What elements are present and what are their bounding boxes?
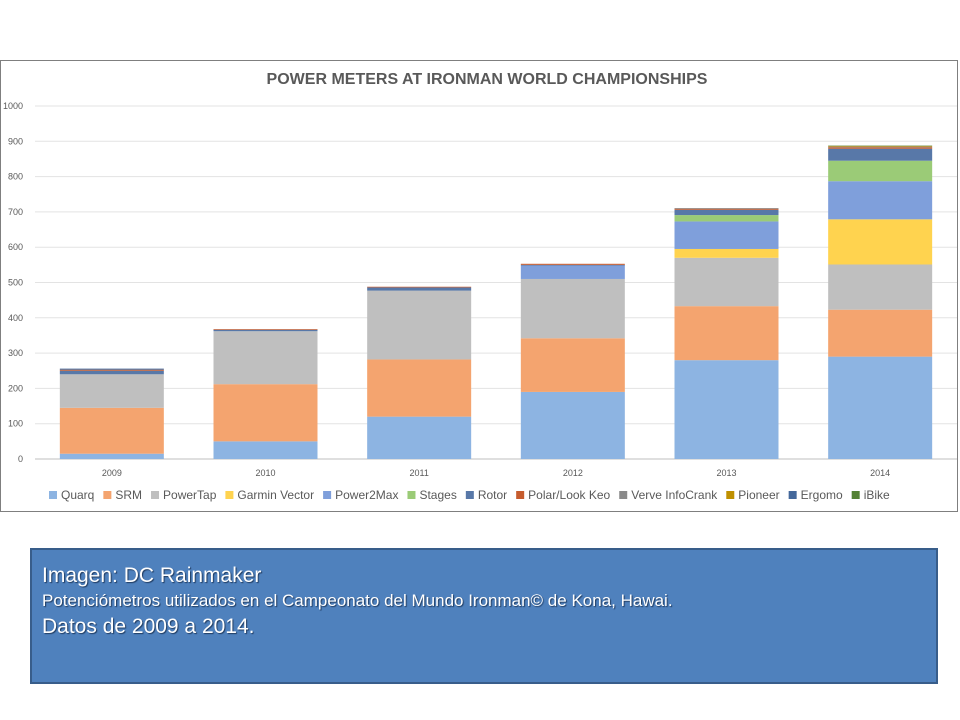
bar-segment-powertap [59,374,164,408]
legend: Quarq SRM PowerTap Garmin Vector Power2Max St… [49,488,890,502]
bar-segment-rotor [213,329,318,332]
bar-segment-power2max [674,221,779,249]
y-tick-label: 1000 [3,101,23,111]
bar-segment-powertap [213,331,318,385]
stacked-bar-chart: POWER METERS AT IRONMAN WORLD CHAMPIONSH… [3,71,957,502]
bar-segment-verve-infocrank [674,208,779,209]
legend-label: Ergomo [801,488,843,502]
caption-description: Potenciómetros utilizados en el Campeona… [42,591,673,610]
bar-segment-polar-look-keo [674,208,779,210]
legend-label: Verve InfoCrank [631,488,718,502]
legend-label: SRM [115,488,142,502]
x-tick-label: 2011 [409,468,428,478]
y-tick-label: 400 [8,313,23,323]
chart-title: POWER METERS AT IRONMAN WORLD CHAMPIONSH… [267,71,708,88]
legend-label: Power2Max [335,488,398,502]
bar-segment-srm [367,359,472,417]
legend-label: PowerTap [163,488,217,502]
y-tick-label: 800 [8,172,23,182]
bar-segment-quarq [828,356,933,459]
bar-segment-powertap [367,290,472,360]
y-tick-label: 200 [8,383,23,393]
bar-segment-srm [520,338,625,392]
legend-swatch [49,491,57,499]
bar-segment-powertap [520,278,625,339]
bar-segment-powertap [674,257,779,307]
legend-label: iBike [864,488,890,502]
legend-label: Rotor [478,488,507,502]
x-tick-label: 2009 [102,468,122,478]
legend-swatch [516,491,525,499]
legend-swatch [851,491,860,499]
bar-segment-stages [674,215,779,222]
bar-segment-srm [59,407,164,454]
x-tick-label: 2013 [716,468,736,478]
y-tick-label: 700 [8,207,23,217]
bar-segment-powertap [828,264,933,310]
bar-segment-rotor [59,370,164,375]
caption-box: Imagen: DC Rainmaker Potenciómetros util… [30,548,938,684]
x-tick-label: 2012 [563,468,583,478]
bar-segment-quarq [674,360,779,459]
bar-segment-srm [828,309,933,357]
y-tick-label: 600 [8,242,23,252]
bar-segment-quarq [213,441,318,459]
bar-segment-quarq [59,453,164,459]
legend-swatch [407,491,416,499]
legend-swatch [726,491,735,499]
bar-segment-quarq [367,416,472,459]
bar-segment-polar-look-keo [520,263,625,265]
bar-segment-verve-infocrank [828,146,933,148]
bar-segment-polar-look-keo [367,286,472,288]
bars [59,145,933,459]
bar-segment-stages [828,160,933,182]
caption-credit: Imagen: DC Rainmaker [42,564,262,587]
legend-swatch [103,491,112,499]
bar-segment-rotor [674,209,779,216]
bar-segment-polar-look-keo [59,369,164,371]
legend-swatch [323,491,332,499]
bar-segment-pioneer [828,145,933,147]
legend-label: Polar/Look Keo [528,488,610,502]
x-tick-label: 2010 [255,468,275,478]
caption-date-range: Datos de 2009 a 2014. [42,615,255,638]
bar-segment-ergomo [59,368,164,370]
bar-segment-garmin-vector [828,219,933,265]
x-axis-ticks: 2009 2010 2011 2012 2013 2014 [102,468,890,478]
y-tick-label: 0 [18,454,23,464]
bar-segment-polar-look-keo [828,147,933,149]
y-tick-label: 100 [8,419,23,429]
bar-segment-rotor [828,148,933,161]
gridlines [35,105,957,460]
legend-swatch [465,491,474,499]
bar-segment-power2max [520,265,625,279]
legend-label: Stages [419,488,456,502]
bar-segment-power2max [828,181,933,220]
legend-swatch [225,491,234,499]
bar-segment-rotor [520,264,625,266]
legend-swatch [151,491,160,499]
y-tick-label: 900 [8,136,23,146]
bar-segment-garmin-vector [674,248,779,258]
bar-segment-srm [213,384,318,442]
bar-segment-rotor [367,287,472,291]
legend-swatch [788,491,797,499]
bar-segment-polar-look-keo [213,329,318,330]
legend-label: Garmin Vector [237,488,314,502]
bar-segment-quarq [520,391,625,459]
y-tick-label: 300 [8,348,23,358]
legend-label: Quarq [61,488,94,502]
y-tick-label: 500 [8,278,23,288]
legend-label: Pioneer [738,488,779,502]
legend-swatch [619,491,628,499]
chart-frame: POWER METERS AT IRONMAN WORLD CHAMPIONSH… [0,60,958,512]
y-axis-ticks: 0 100 200 300 400 500 600 700 800 900 1000 [3,101,23,464]
bar-segment-srm [674,306,779,361]
x-tick-label: 2014 [870,468,890,478]
